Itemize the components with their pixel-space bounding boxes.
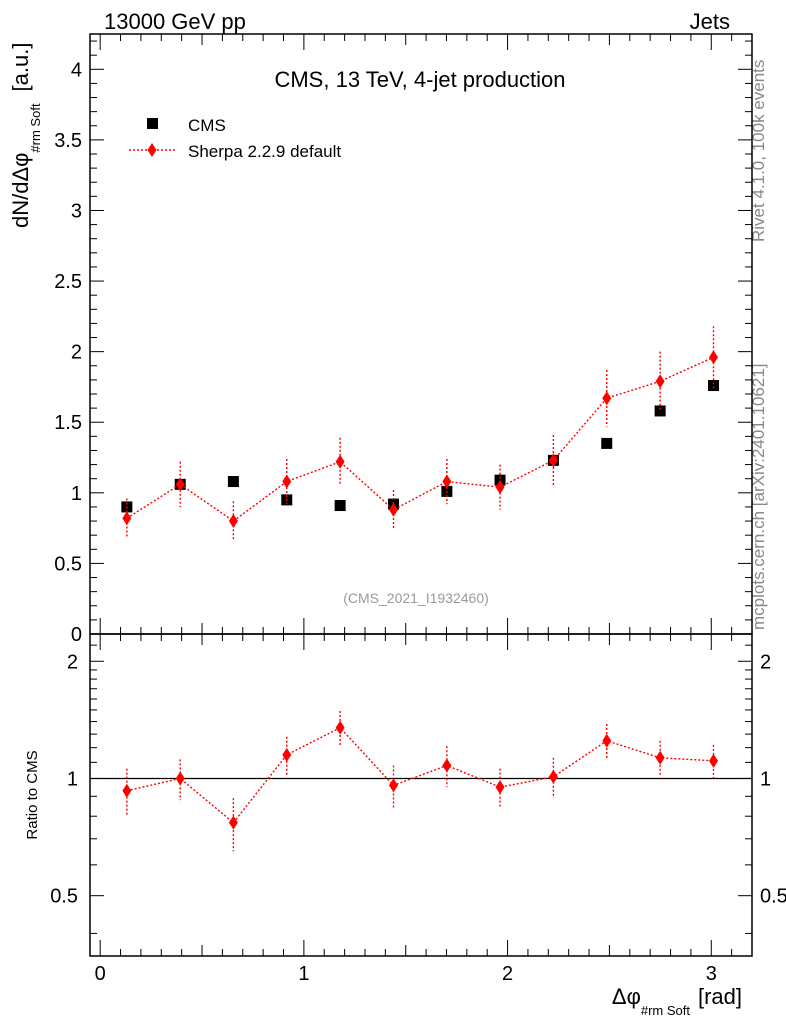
sherpa-line: [126, 356, 714, 522]
x-tick-label: 3: [706, 963, 717, 985]
ratio-point: [548, 769, 558, 784]
sherpa-point: [228, 514, 238, 529]
main-y-tick-label: 3: [71, 200, 82, 222]
cms-point: [227, 476, 239, 488]
cms-point: [601, 437, 613, 449]
ratio-line: [126, 726, 714, 824]
ratio-point: [282, 747, 292, 762]
sherpa-point: [175, 477, 185, 492]
ratio-point: [602, 733, 612, 748]
legend: CMS Sherpa 2.2.9 default: [129, 116, 341, 161]
sherpa-point: [655, 374, 665, 389]
ratio-point: [335, 720, 345, 735]
ratio-y-tick-label-right: 0.5: [760, 886, 786, 908]
ratio-y-tick-label: 0.5: [50, 886, 78, 908]
legend-marker-sherpa: [147, 143, 157, 157]
side-label-mcplots: mcplots.cern.ch [arXiv:2401.10621]: [749, 364, 768, 630]
main-x-ticks: [99, 34, 753, 634]
main-y-ticks: 0 0.5 1 1.5 2 2.5 3 3.5 4: [54, 40, 752, 646]
main-y-label-text: dN/dΔφ: [8, 153, 33, 228]
ratio-y-tick-label-right: 2: [760, 651, 771, 673]
main-y-label: dN/dΔφ#rm Soft [a.u.]: [8, 43, 43, 228]
x-label-unit: [rad]: [698, 984, 742, 1009]
main-y-tick-label: 3.5: [54, 130, 82, 152]
x-label-text: Δφ: [612, 984, 641, 1009]
ratio-point: [389, 778, 399, 793]
sherpa-point: [122, 511, 132, 526]
legend-marker-cms: [147, 118, 158, 129]
ratio-y-label: Ratio to CMS: [24, 750, 41, 839]
header-right: Jets: [690, 9, 730, 34]
main-y-label-unit: [a.u.]: [8, 43, 33, 92]
sherpa-point: [389, 502, 399, 517]
cms-point: [334, 500, 346, 512]
analysis-watermark: (CMS_2021_I1932460): [343, 590, 489, 606]
ratio-y-ticks: 0.5 0.5 1 1 2 2: [50, 644, 786, 934]
ratio-y-tick-label: 1: [67, 768, 78, 790]
main-y-tick-label: 0.5: [54, 553, 82, 575]
sherpa-point: [495, 480, 505, 495]
cms-point: [494, 474, 506, 486]
main-y-tick-label: 0: [71, 624, 82, 646]
svg-text:dN/dΔφ#rm Soft[a.u.]: dN/dΔφ#rm Soft [a.u.]: [8, 43, 43, 228]
main-y-tick-label: 1.5: [54, 412, 82, 434]
ratio-y-tick-label: 2: [67, 651, 78, 673]
sherpa-point: [335, 454, 345, 469]
ratio-point: [122, 783, 132, 798]
sherpa-point: [709, 350, 719, 365]
svg-text:Δφ#rm Soft[rad]: Δφ#rm Soft [rad]: [612, 984, 742, 1018]
ratio-point: [709, 753, 719, 768]
main-y-label-sub: #rm Soft: [28, 103, 43, 153]
main-data: [121, 326, 720, 541]
ratio-panel: 0.5 0.5 1 1 2 2 0 1 2 3 Ratio to CMS Δφ#rm Soft […: [24, 633, 786, 1018]
ratio-point: [495, 780, 505, 795]
cms-point: [654, 405, 666, 417]
ratio-y-tick-label-right: 1: [760, 768, 771, 790]
sherpa-point: [548, 453, 558, 468]
main-y-tick-label: 2.5: [54, 271, 82, 293]
main-panel: 0 0.5 1 1.5 2 2.5 3 3.5 4 CMS, 13 TeV, 4-jet pro…: [8, 33, 753, 646]
ratio-point: [175, 771, 185, 786]
main-y-tick-label: 1: [71, 483, 82, 505]
x-tick-label: 1: [298, 963, 309, 985]
sherpa-point: [282, 474, 292, 489]
ratio-data: [122, 711, 719, 852]
main-title: CMS, 13 TeV, 4-jet production: [274, 67, 565, 92]
legend-label-cms: CMS: [188, 116, 226, 135]
x-tick-label: 2: [502, 963, 513, 985]
cms-point: [708, 380, 720, 392]
side-label-rivet: Rivet 4.1.0, 100k events: [749, 60, 768, 242]
x-tick-label: 0: [95, 963, 106, 985]
main-y-tick-label: 2: [71, 342, 82, 364]
sherpa-point: [442, 474, 452, 489]
sherpa-point: [602, 391, 612, 406]
ratio-point: [655, 750, 665, 765]
header-left: 13000 GeV pp: [104, 9, 246, 34]
ratio-panel-frame: [89, 633, 753, 957]
main-y-tick-label: 4: [71, 59, 82, 81]
ratio-x-ticks: 0 1 2 3: [95, 634, 753, 985]
ratio-point: [228, 815, 238, 830]
legend-label-sherpa: Sherpa 2.2.9 default: [188, 142, 341, 161]
x-label-sub: #rm Soft: [641, 1003, 691, 1018]
ratio-point: [442, 758, 452, 773]
